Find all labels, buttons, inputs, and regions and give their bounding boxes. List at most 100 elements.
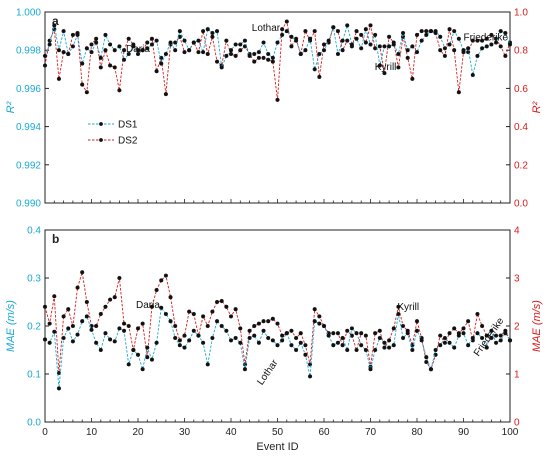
data-point-ds1 xyxy=(256,340,261,345)
data-point-ds1 xyxy=(289,343,294,348)
data-point-ds2 xyxy=(419,29,424,34)
data-point-ds2 xyxy=(201,314,206,319)
panel-a: 0.990 0.992 0.994 0.996 0.998 1.000 0.0 0.2 0.4 0… xyxy=(5,8,543,210)
legend-marker-ds2 xyxy=(99,138,103,142)
data-point-ds1 xyxy=(428,29,434,34)
data-point-ds1 xyxy=(387,44,392,49)
data-point-ds1 xyxy=(307,374,313,379)
data-point-ds2 xyxy=(112,65,117,70)
data-point-ds2 xyxy=(396,304,401,309)
data-point-ds2 xyxy=(275,321,280,326)
data-point-ds1 xyxy=(126,362,131,367)
data-point-ds2 xyxy=(224,38,229,43)
data-point-ds1 xyxy=(224,328,229,333)
data-point-ds1 xyxy=(187,338,192,343)
data-point-ds1 xyxy=(70,339,75,344)
data-point-ds2 xyxy=(391,326,396,331)
data-point-ds1 xyxy=(261,328,266,333)
data-point-ds1 xyxy=(182,345,187,350)
x-tick-label: 60 xyxy=(318,427,330,438)
right-tick-label: 0 xyxy=(514,418,520,429)
left-tick-label: 0.4 xyxy=(27,226,41,237)
data-point-ds2 xyxy=(498,333,503,338)
data-point-ds1 xyxy=(196,333,201,338)
data-point-ds2 xyxy=(480,38,485,43)
data-point-ds1 xyxy=(354,331,359,336)
data-point-ds1 xyxy=(387,345,392,350)
data-point-ds2 xyxy=(191,311,196,317)
x-axis-label: Event ID xyxy=(256,441,298,453)
data-point-ds2 xyxy=(484,36,489,41)
x-tick-label: 0 xyxy=(42,427,48,438)
data-point-ds1 xyxy=(149,357,155,362)
data-point-ds2 xyxy=(396,65,401,70)
data-point-ds1 xyxy=(284,331,289,336)
data-point-ds1 xyxy=(470,335,475,341)
data-point-ds1 xyxy=(405,48,410,53)
data-point-ds1 xyxy=(480,335,485,341)
series-line-ds1 xyxy=(44,306,511,389)
left-axis-label: MAE (m/s) xyxy=(5,300,17,352)
data-point-ds1 xyxy=(359,343,364,348)
data-point-ds2 xyxy=(256,55,261,60)
left-tick-label: 0.996 xyxy=(16,84,41,95)
data-point-ds2 xyxy=(210,34,215,39)
data-point-ds1 xyxy=(307,36,313,41)
data-point-ds1 xyxy=(159,61,164,66)
data-point-ds1 xyxy=(452,29,457,34)
data-point-ds2 xyxy=(410,76,415,81)
data-point-ds1 xyxy=(233,335,238,341)
data-point-ds1 xyxy=(391,343,396,348)
data-point-ds1 xyxy=(424,32,429,37)
data-point-ds2 xyxy=(438,48,443,53)
data-point-ds2 xyxy=(238,326,243,331)
data-point-ds2 xyxy=(373,331,378,336)
data-point-ds1 xyxy=(503,30,508,36)
data-point-ds1 xyxy=(345,347,350,353)
data-point-ds1 xyxy=(368,367,373,372)
x-tick-label: 10 xyxy=(86,427,98,438)
data-point-ds1 xyxy=(47,42,52,47)
data-point-ds2 xyxy=(84,299,89,305)
data-point-ds1 xyxy=(70,44,75,49)
data-point-ds2 xyxy=(252,59,257,64)
data-point-ds1 xyxy=(112,339,117,344)
data-point-ds1 xyxy=(182,38,187,43)
data-point-ds2 xyxy=(66,307,71,312)
data-point-ds1 xyxy=(466,343,471,348)
data-point-ds1 xyxy=(382,340,387,345)
event-annotation: Daria xyxy=(136,300,160,311)
data-point-ds2 xyxy=(154,69,159,74)
data-point-ds1 xyxy=(484,345,489,350)
data-point-ds1 xyxy=(377,335,382,341)
data-point-ds1 xyxy=(475,53,480,58)
data-point-ds2 xyxy=(252,323,257,329)
data-point-ds1 xyxy=(414,50,420,55)
data-point-ds2 xyxy=(201,29,206,34)
data-point-ds1 xyxy=(373,347,378,353)
right-tick-label: 4 xyxy=(514,226,520,237)
data-point-ds1 xyxy=(396,311,401,317)
data-point-ds1 xyxy=(135,352,141,357)
data-point-ds1 xyxy=(154,38,159,43)
data-point-ds2 xyxy=(289,44,294,49)
data-point-ds2 xyxy=(145,355,150,360)
data-point-ds1 xyxy=(284,29,289,34)
data-point-ds1 xyxy=(191,40,196,45)
x-tick-label: 100 xyxy=(502,427,519,438)
data-point-ds2 xyxy=(359,331,364,336)
data-point-ds1 xyxy=(340,38,345,43)
data-point-ds2 xyxy=(154,287,159,293)
data-point-ds2 xyxy=(345,38,350,43)
data-point-ds1 xyxy=(159,305,164,310)
right-tick-label: 1 xyxy=(514,370,520,381)
data-point-ds1 xyxy=(140,367,145,372)
data-point-ds2 xyxy=(210,309,215,314)
data-point-ds1 xyxy=(80,319,85,324)
data-point-ds2 xyxy=(503,53,508,58)
data-point-ds2 xyxy=(42,304,48,309)
data-point-ds2 xyxy=(228,51,234,57)
data-point-ds2 xyxy=(228,314,234,319)
event-annotation: Lothar xyxy=(252,23,281,34)
data-point-ds1 xyxy=(168,319,173,324)
